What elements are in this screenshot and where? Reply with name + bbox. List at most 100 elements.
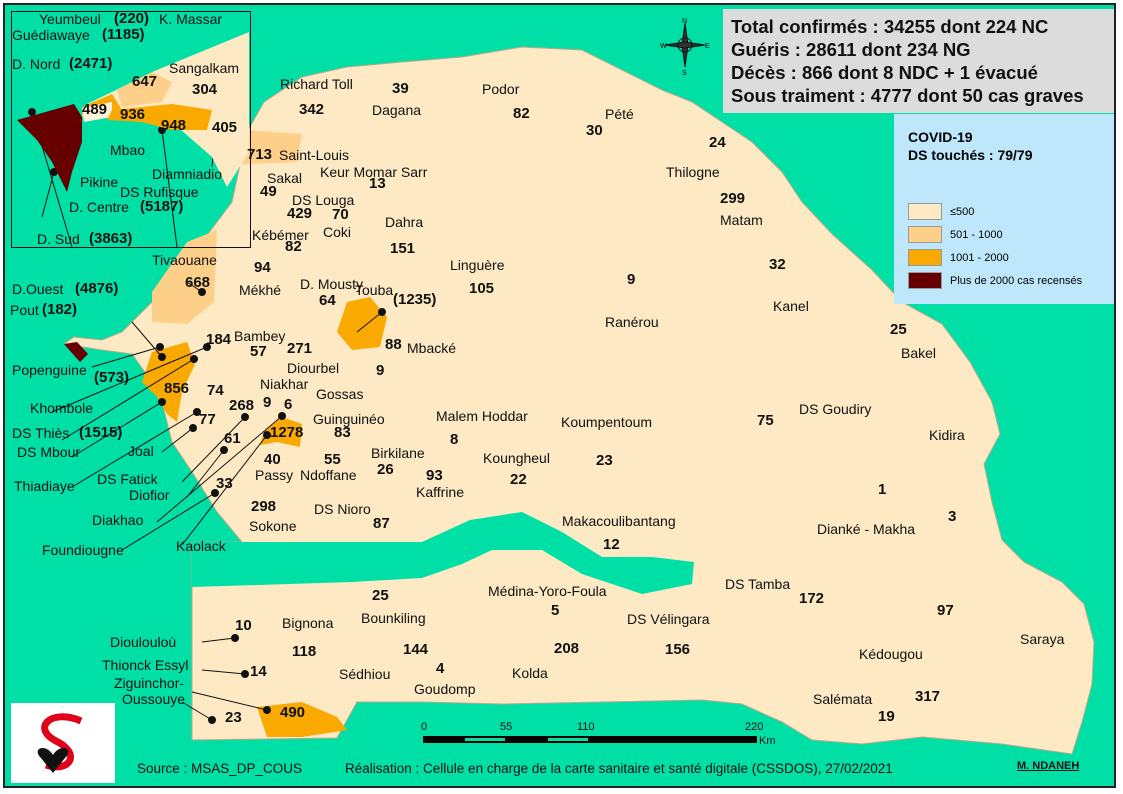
district-case-count: 23	[596, 452, 613, 469]
district-case-count: 8	[450, 431, 459, 448]
region-thies-mbour	[142, 342, 195, 422]
district-name: D. Sud	[37, 231, 80, 247]
district-name: DS Louga	[292, 192, 355, 208]
district-case-count: 5	[551, 602, 560, 619]
district-case-count: 713	[247, 146, 273, 163]
recovered: Guéris : 28611 dont 234 NG	[731, 39, 971, 60]
district-name: Diourbel	[287, 360, 340, 376]
district-name: Kaolack	[176, 538, 226, 554]
district-name: Sédhiou	[339, 666, 391, 682]
district-case-count: 856	[164, 380, 190, 397]
district-name: Mbacké	[407, 340, 457, 356]
district-case-count: 75	[757, 412, 774, 429]
senegal-map	[28, 46, 1095, 755]
legend-label: Plus de 2000 cas recensés	[950, 274, 1083, 287]
district-case-count: 9	[627, 271, 636, 288]
location-dot	[198, 288, 206, 296]
dakar-inset	[11, 11, 251, 248]
district-case-count: 93	[426, 467, 443, 484]
district-name: Dahra	[385, 214, 424, 230]
district-case-count: 61	[224, 430, 241, 447]
leader-line	[51, 346, 208, 413]
location-dot	[241, 670, 249, 678]
district-case-count: 647	[132, 73, 158, 90]
covid-summary-box: Total confirmés : 34255 dont 224 NC Guér…	[723, 9, 1114, 113]
district-name: D.Ouest	[12, 281, 64, 297]
scale-tick-220: 220	[745, 721, 764, 733]
district-name: Foundiougne	[42, 542, 124, 558]
district-case-count: 57	[250, 343, 267, 360]
district-case-count: 24	[709, 134, 726, 151]
scale-tick-55: 55	[500, 721, 513, 733]
district-name: DS Mbour	[17, 444, 81, 460]
district-case-count: 6	[284, 396, 293, 413]
district-case-count: (1185)	[102, 26, 145, 43]
region-tivaouane	[152, 230, 217, 324]
district-name: Makacoulibantang	[562, 513, 676, 529]
district-name: Khombole	[30, 400, 94, 416]
district-case-count: (573)	[94, 369, 130, 386]
msas-logo	[11, 703, 115, 783]
district-case-count: 3	[948, 508, 957, 525]
district-case-count: 74	[207, 382, 224, 399]
district-name: Matam	[720, 212, 763, 228]
district-case-count: 271	[287, 340, 313, 357]
leader-line	[156, 415, 283, 523]
district-name: Dianké - Makha	[817, 521, 916, 537]
district-case-count: 298	[251, 498, 277, 515]
leader-line	[181, 434, 268, 546]
leader-line	[61, 358, 195, 441]
district-name: Bambey	[234, 328, 286, 344]
compass-s: S	[682, 70, 687, 75]
leader-line	[71, 411, 198, 488]
district-name: Thiadiaye	[14, 478, 75, 494]
district-case-count: 936	[120, 106, 146, 123]
legend-item: ≤500	[908, 200, 1102, 223]
region-kaolack	[260, 417, 302, 447]
scale-unit: Km	[759, 735, 776, 747]
legend: COVID-19 DS touchés : 79/79 ≤500 501 - 10…	[894, 114, 1114, 304]
district-case-count: 25	[372, 587, 389, 604]
leader-line	[41, 171, 55, 218]
district-name: Kanel	[773, 298, 809, 314]
district-case-count: 94	[254, 259, 271, 276]
district-name: Mékhé	[239, 282, 282, 298]
district-case-count: 39	[392, 80, 409, 97]
location-dot	[28, 108, 36, 116]
district-case-count: 55	[324, 451, 341, 468]
location-dot	[193, 408, 201, 416]
legend-item: 1001 - 2000	[908, 246, 1102, 269]
district-case-count: 64	[319, 292, 336, 309]
district-name: Ndoffane	[300, 467, 357, 483]
district-name: Podor	[482, 81, 520, 97]
region-dakar-small	[64, 342, 88, 362]
district-name: Touba	[355, 282, 394, 298]
district-case-count: 30	[586, 122, 603, 139]
location-dot	[208, 716, 216, 724]
district-case-count: 87	[373, 515, 390, 532]
district-name: Passy	[255, 467, 294, 483]
district-case-count: 32	[769, 256, 786, 273]
location-dot	[203, 343, 211, 351]
compass-e: E	[705, 43, 710, 50]
district-case-count: 83	[334, 424, 351, 441]
location-dot	[211, 489, 219, 497]
district-case-count: 1	[878, 481, 887, 498]
district-name: Thilogne	[666, 164, 720, 180]
district-name: Diofior	[129, 487, 170, 503]
district-name: Pété	[605, 106, 634, 122]
district-case-count: 19	[878, 708, 895, 725]
scale-tick-110: 110	[577, 721, 595, 733]
district-name: Oussouye	[122, 691, 186, 707]
district-case-count: 429	[287, 205, 313, 222]
location-dot	[263, 706, 271, 714]
district-case-count: (4876)	[75, 280, 119, 297]
district-case-count: 9	[376, 362, 385, 379]
district-name: Kidira	[929, 427, 965, 443]
district-name: Salémata	[813, 691, 873, 707]
district-name: Linguère	[450, 257, 505, 273]
district-name: Keur Momar Sarr	[320, 164, 428, 180]
district-case-count: 97	[937, 602, 954, 619]
district-case-count: 26	[377, 461, 394, 478]
location-dot	[278, 412, 286, 420]
